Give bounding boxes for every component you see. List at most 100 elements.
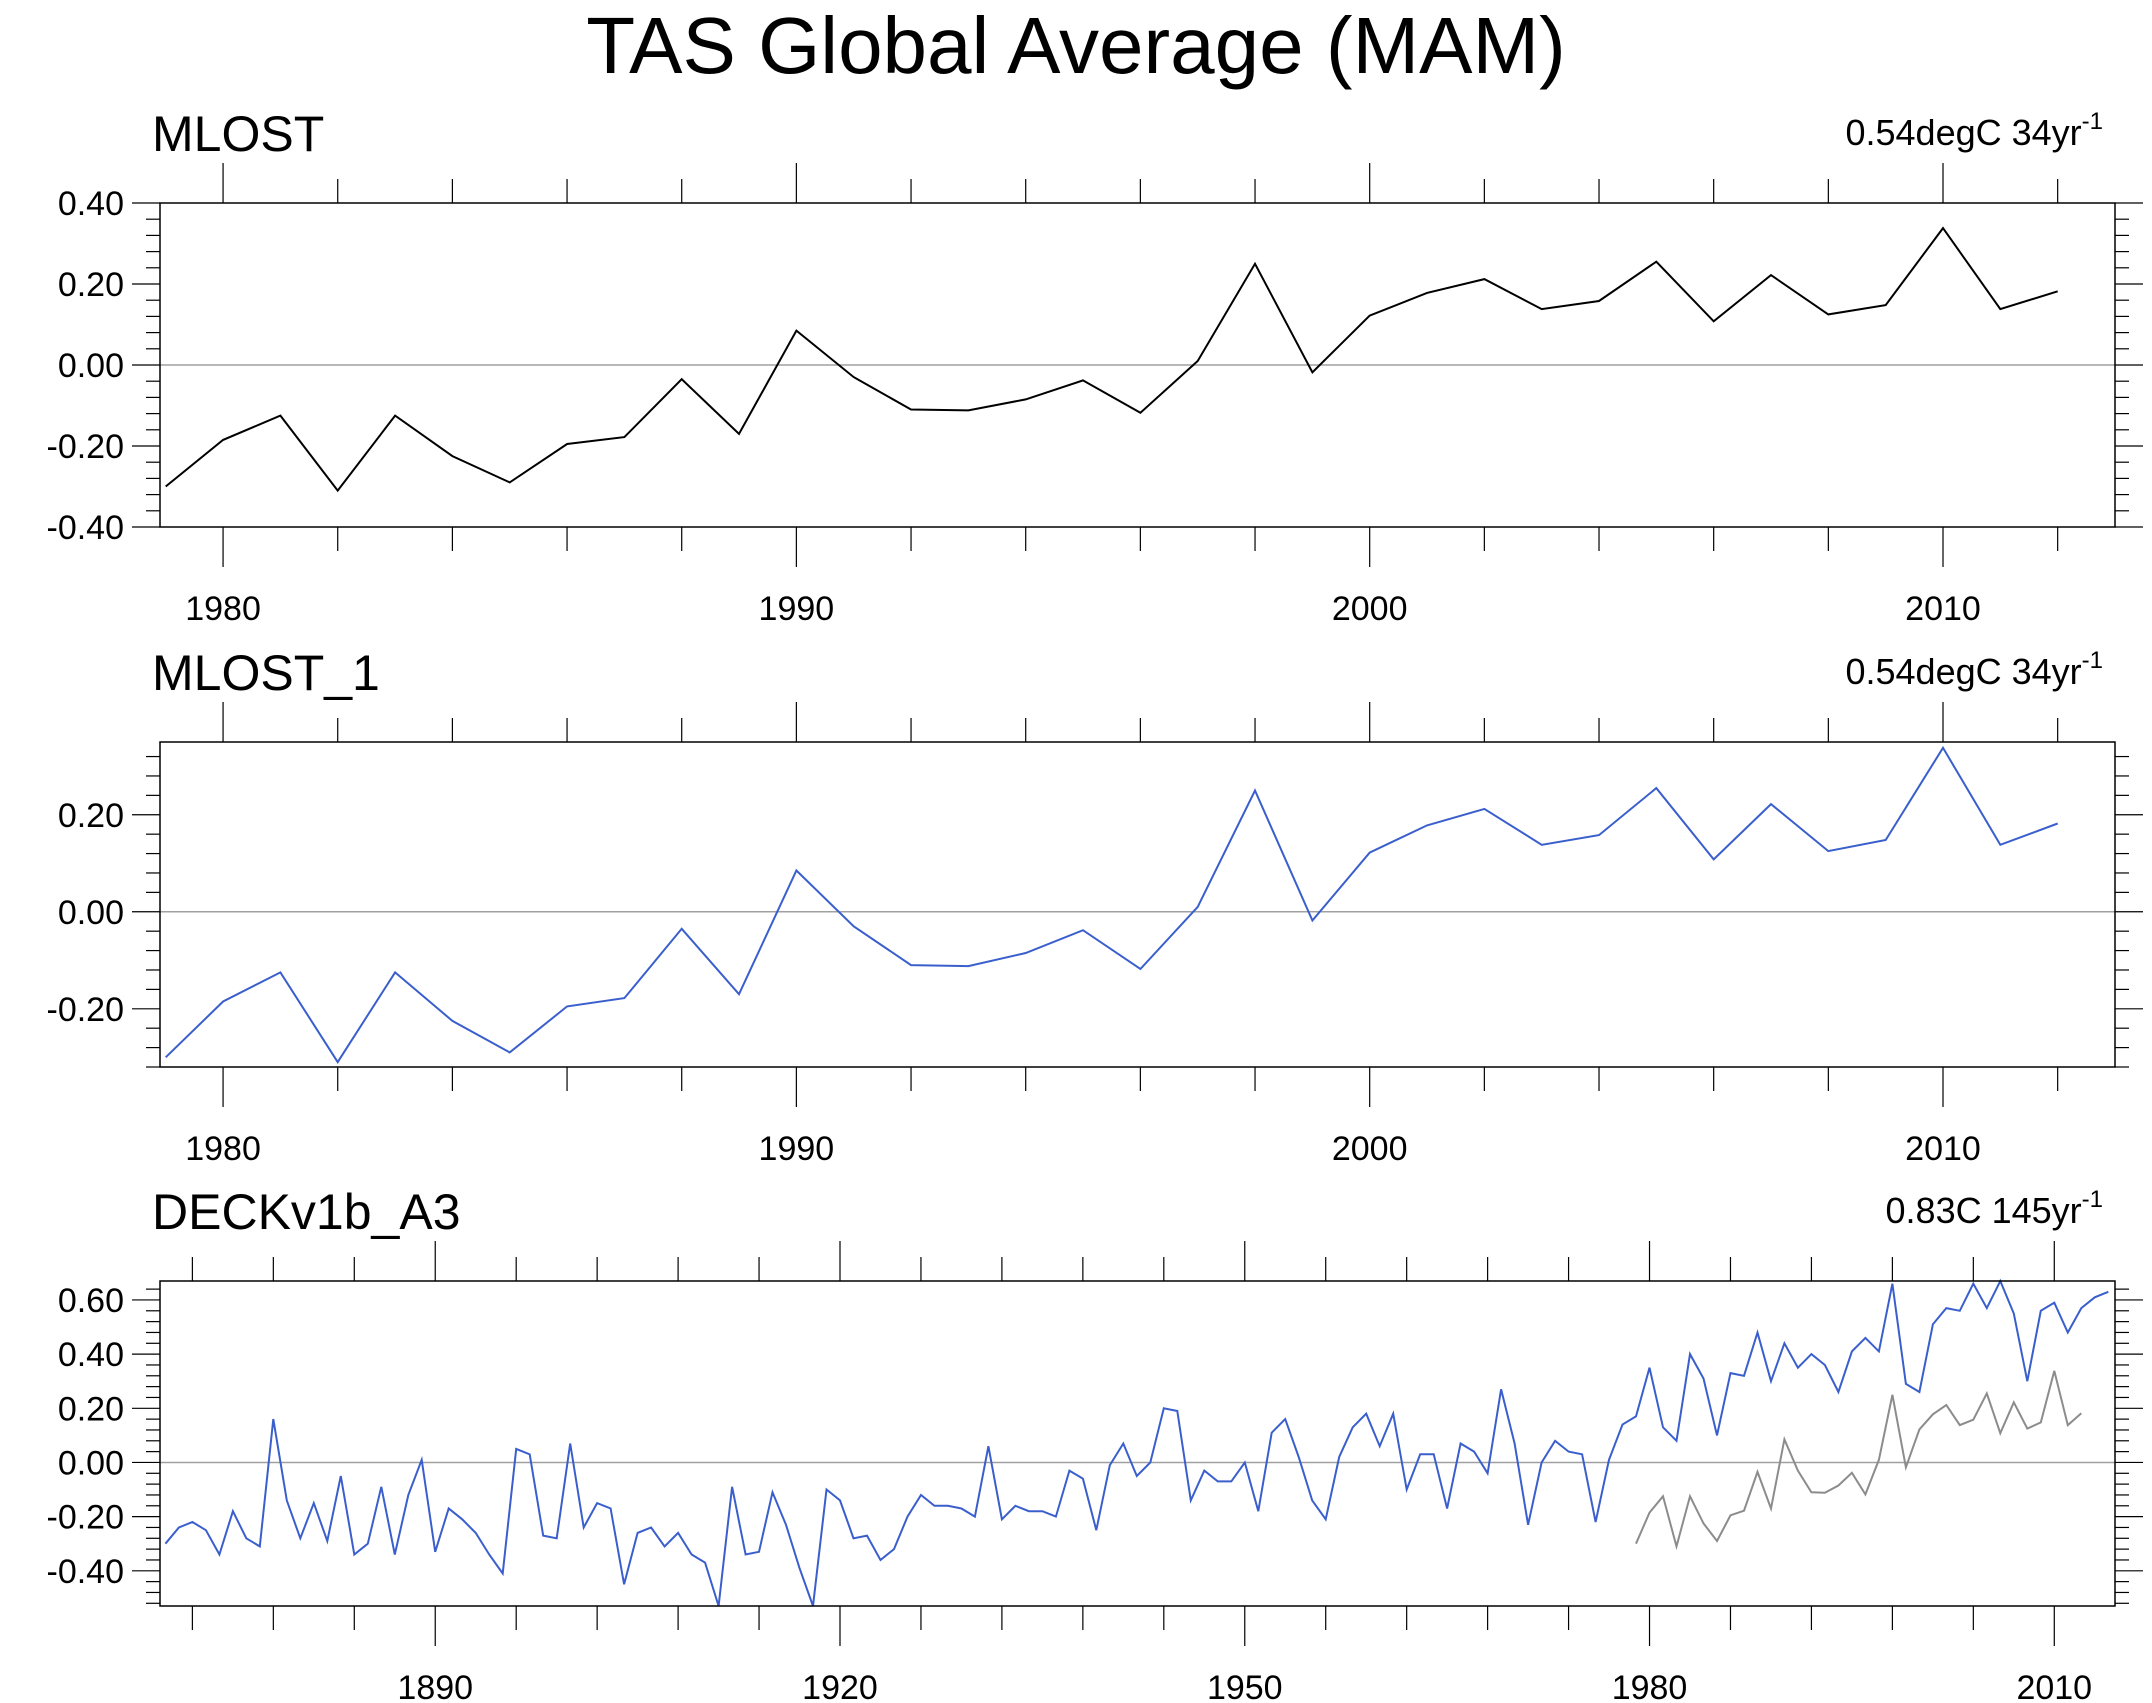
data-point: [1730, 1372, 1732, 1374]
data-point: [165, 1543, 167, 1545]
data-point: [569, 1443, 571, 1445]
data-point: [192, 1521, 194, 1523]
data-point: [610, 1508, 612, 1510]
data-point: [839, 1500, 841, 1502]
data-point: [1136, 1475, 1138, 1477]
data-point: [2080, 1412, 2082, 1414]
data-point: [623, 1584, 625, 1586]
data-point: [2080, 1307, 2082, 1309]
data-point: [1123, 1443, 1125, 1445]
data-point: [1649, 1367, 1651, 1369]
data-point: [1656, 787, 1658, 789]
data-point: [1015, 1505, 1017, 1507]
data-point: [1608, 1459, 1610, 1461]
data-point: [1217, 1481, 1219, 1483]
data-point: [704, 1562, 706, 1564]
data-point: [1379, 1445, 1381, 1447]
data-point: [1892, 1394, 1894, 1396]
data-point: [1986, 1393, 1988, 1395]
data-point: [2040, 1310, 2042, 1312]
data-point: [1676, 1440, 1678, 1442]
data-point: [380, 1486, 382, 1488]
data-point: [1109, 1464, 1111, 1466]
data-point: [1784, 1342, 1786, 1344]
data-point: [785, 1524, 787, 1526]
trend-annotation-superscript: -1: [2082, 1186, 2103, 1213]
data-point: [1919, 1391, 1921, 1393]
data-point: [1946, 1307, 1948, 1309]
y-tick-label: 0.20: [58, 797, 124, 835]
data-point: [1028, 1510, 1030, 1512]
data-point: [1197, 906, 1199, 908]
y-tick-label: 0.00: [58, 1444, 124, 1482]
data-point: [1595, 1521, 1597, 1523]
data-point: [1514, 1443, 1516, 1445]
data-point: [566, 1006, 568, 1008]
data-point: [1541, 1462, 1543, 1464]
data-point: [1662, 1426, 1664, 1428]
data-point: [566, 443, 568, 445]
data-point: [624, 997, 626, 999]
x-tick-label: 2000: [1332, 590, 1408, 628]
series-line: [165, 226, 2058, 493]
data-point: [1082, 380, 1084, 382]
data-point: [1197, 360, 1199, 362]
y-tick-label: -0.20: [47, 428, 125, 466]
x-tick-label: 1920: [802, 1669, 878, 1703]
data-point: [1716, 1540, 1718, 1542]
data-point: [313, 1502, 315, 1504]
data-point: [1406, 1489, 1408, 1491]
series-line: [165, 745, 2059, 1064]
data-point: [178, 1527, 180, 1529]
data-point: [1838, 1485, 1840, 1487]
data-point: [1743, 1510, 1745, 1512]
y-tick-label: 0.00: [58, 347, 124, 385]
data-point: [1025, 399, 1027, 401]
data-point: [434, 1551, 436, 1553]
data-point: [1905, 1383, 1907, 1385]
data-point: [745, 1554, 747, 1556]
panel-title: MLOST_1: [152, 645, 380, 701]
data-point: [2107, 1291, 2109, 1293]
data-point: [2000, 308, 2002, 310]
data-point: [1757, 1471, 1759, 1473]
data-point: [1150, 1462, 1152, 1464]
data-point: [1419, 1454, 1421, 1456]
data-point: [509, 1052, 511, 1054]
data-point: [1986, 1307, 1988, 1309]
data-point: [1797, 1470, 1799, 1472]
data-point: [1730, 1514, 1732, 1516]
y-tick-label: 0.60: [58, 1282, 124, 1320]
data-point: [286, 1500, 288, 1502]
data-point: [1838, 1391, 1840, 1393]
trend-annotation: 0.54degC 34yr-1: [1845, 647, 2103, 692]
data-point: [1973, 1419, 1975, 1421]
data-point: [1312, 371, 1314, 373]
data-point: [452, 455, 454, 457]
data-point: [1828, 850, 1830, 852]
data-point: [1905, 1467, 1907, 1469]
data-point: [596, 1502, 598, 1504]
data-point: [880, 1559, 882, 1561]
data-point: [1932, 1413, 1934, 1415]
data-point: [219, 1554, 221, 1556]
data-point: [947, 1505, 949, 1507]
data-point: [1676, 1546, 1678, 1548]
data-point: [1025, 952, 1027, 954]
data-point: [1824, 1492, 1826, 1494]
data-point: [421, 1459, 423, 1461]
y-tick-label: -0.40: [47, 509, 125, 547]
series-points: [165, 747, 2059, 1063]
data-point: [1851, 1351, 1853, 1353]
data-point: [1257, 1510, 1259, 1512]
y-tick-label: 0.20: [58, 1390, 124, 1428]
data-point: [1635, 1543, 1637, 1545]
data-point: [1770, 803, 1772, 805]
data-point: [165, 486, 167, 488]
panel-3: DECKv1b_A3 0.83C 145yr-1 -0.40 -0.20 0.00 0.2…: [47, 1184, 2143, 1703]
x-tick-label: 1950: [1207, 1669, 1283, 1703]
data-point: [1392, 1413, 1394, 1415]
data-point: [2040, 1422, 2042, 1424]
x-tick-label: 1890: [397, 1669, 473, 1703]
